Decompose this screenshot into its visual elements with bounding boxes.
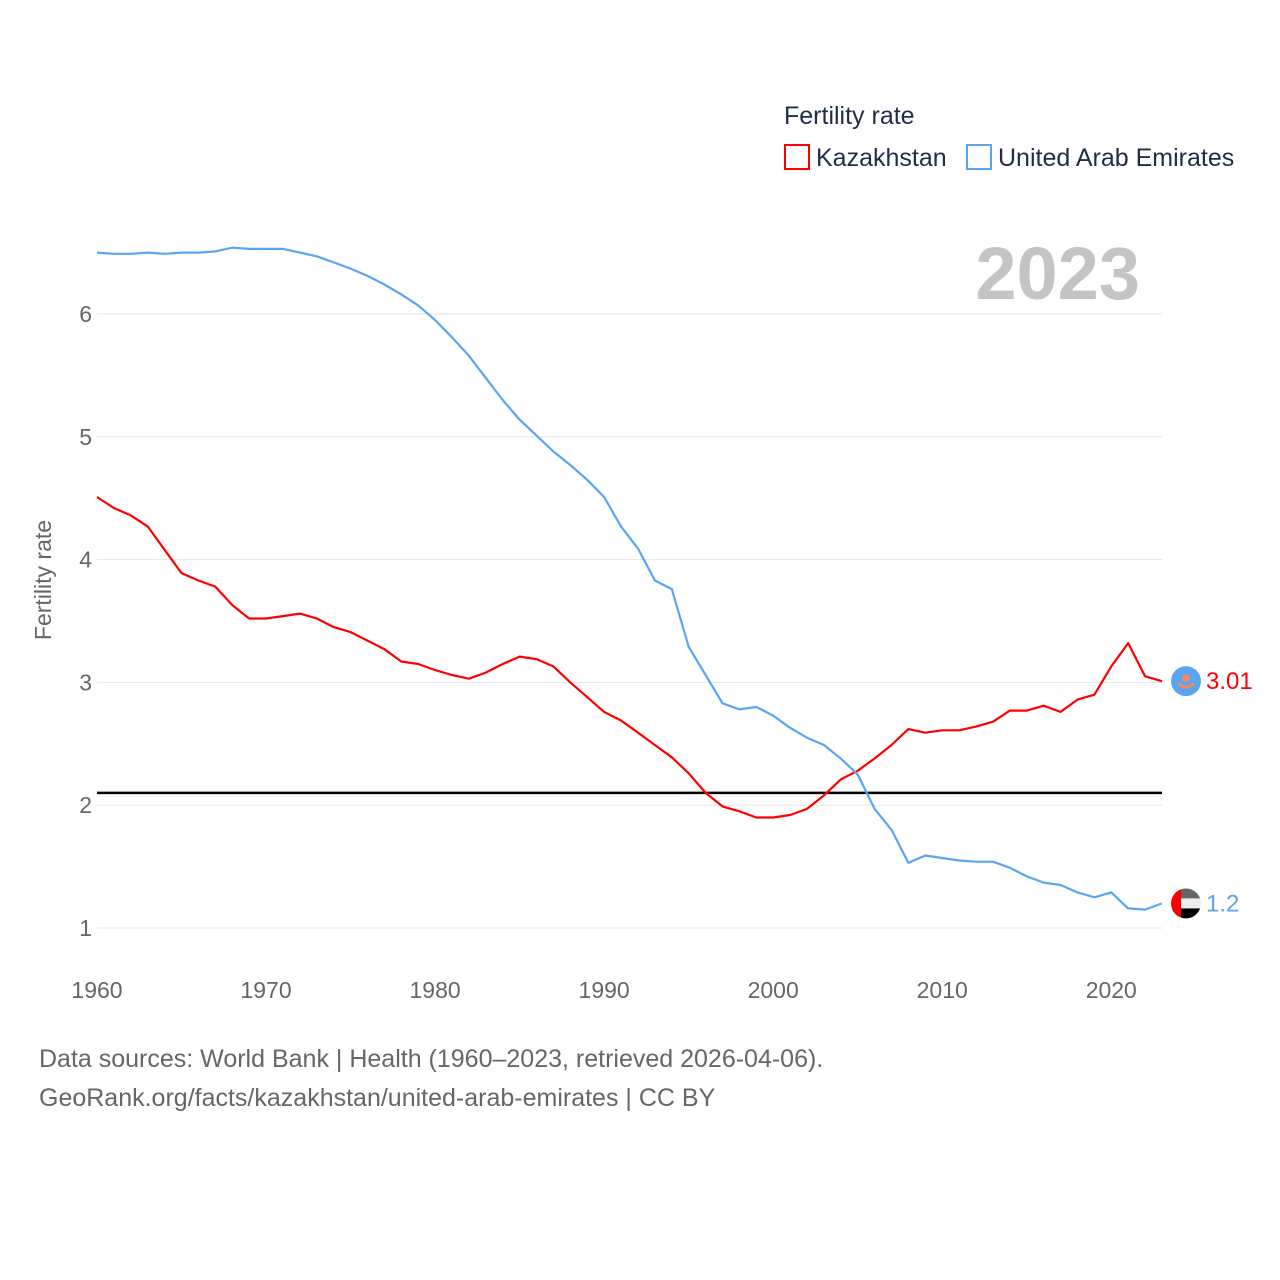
legend-swatch-kazakhstan: [784, 144, 810, 170]
x-tick-label: 1980: [410, 977, 461, 1003]
legend-label-uae: United Arab Emirates: [998, 144, 1234, 172]
footer-sources: Data sources: World Bank | Health (1960–…: [39, 1045, 824, 1073]
x-tick-label: 1960: [71, 977, 122, 1003]
y-tick-label: 5: [79, 424, 92, 450]
y-tick-label: 2: [79, 792, 92, 818]
legend-title: Fertility rate: [784, 102, 915, 130]
footer-link[interactable]: GeoRank.org/facts/kazakhstan/united-arab…: [39, 1084, 716, 1112]
kazakhstan-flag-icon: [1171, 666, 1201, 697]
y-tick-label: 1: [79, 915, 92, 941]
year-label: 2023: [975, 232, 1140, 315]
series-line-uae: [96, 246, 1163, 911]
y-tick-label: 6: [79, 301, 92, 327]
x-tick-label: 2000: [748, 977, 799, 1003]
uae-flag-icon: [1171, 888, 1201, 919]
end-value-label: 3.01: [1206, 668, 1253, 695]
end-markers: 3.01 1.2: [1171, 666, 1253, 919]
y-tick-label: 4: [79, 547, 92, 573]
gridlines: [97, 313, 1162, 929]
legend-label-kazakhstan: Kazakhstan: [816, 144, 947, 172]
x-axis-ticks: 1960 1970 1980 1990 2000 2010 2020: [71, 977, 1136, 1003]
series-line-kazakhstan: [96, 496, 1163, 819]
legend: Fertility rate Kazakhstan United Arab Em…: [784, 102, 1234, 172]
x-tick-label: 2010: [917, 977, 968, 1003]
y-axis-ticks: 1 2 3 4 5 6: [79, 301, 92, 941]
x-tick-label: 1990: [579, 977, 630, 1003]
legend-item-uae[interactable]: United Arab Emirates: [966, 144, 1234, 172]
series-lines: [96, 246, 1163, 911]
x-tick-label: 2020: [1086, 977, 1137, 1003]
legend-item-kazakhstan[interactable]: Kazakhstan: [784, 144, 947, 172]
x-tick-label: 1970: [240, 977, 291, 1003]
legend-swatch-uae: [966, 144, 992, 170]
end-value-label: 1.2: [1206, 890, 1239, 917]
y-tick-label: 3: [79, 669, 92, 695]
y-axis-label: Fertility rate: [30, 520, 56, 640]
